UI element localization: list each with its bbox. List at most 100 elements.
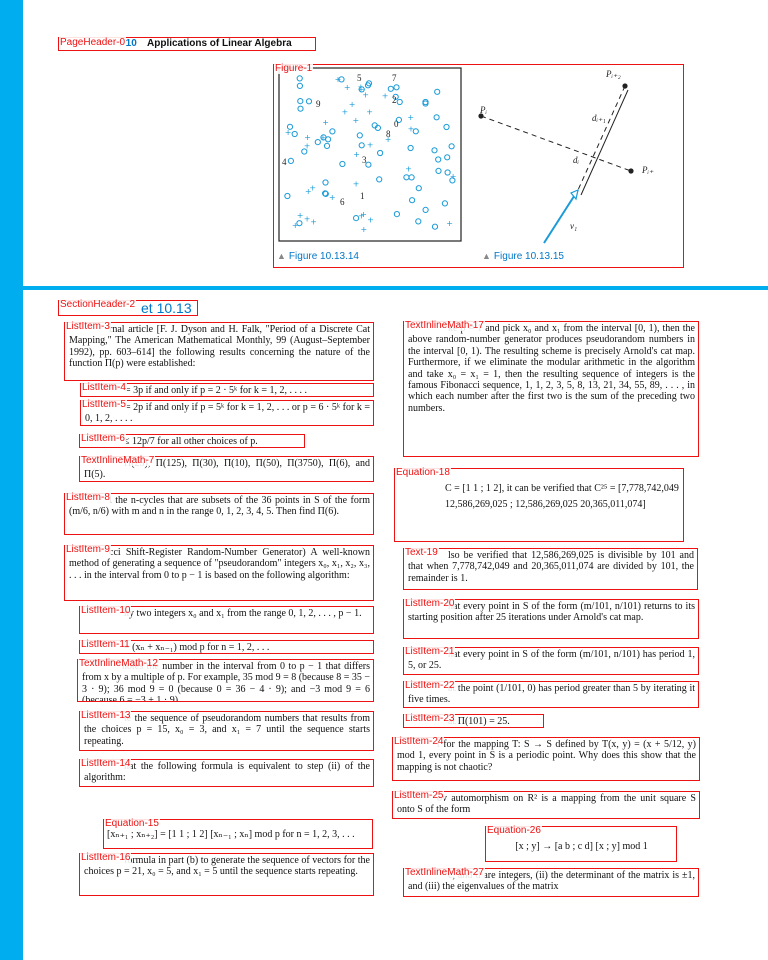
scatter-circle xyxy=(396,98,403,106)
block-tag: ListItem-9 xyxy=(65,544,111,555)
scatter-plus: + xyxy=(285,128,292,137)
scatter-circle xyxy=(387,85,394,92)
scatter-plus: + xyxy=(353,116,360,125)
scatter-circle xyxy=(435,167,442,175)
block-text: ≤ 12p/7 for all other choices of p. xyxy=(124,436,258,447)
block-tag: TextInlineMath-17 xyxy=(404,320,485,331)
fig-num: 8 xyxy=(386,129,391,139)
block-text: ny two integers x₀ and x₁ from the range… xyxy=(124,608,362,619)
list-item: ListItem-9 cci Shift-Register Random-Num… xyxy=(64,544,374,601)
vector-label: v₁ xyxy=(570,221,577,231)
list-item: ListItem-4 = 3p if and only if p = 2 · 5… xyxy=(80,382,374,397)
block-text: C = [1 1 ; 1 2], it can be verified that… xyxy=(445,483,679,510)
block-tag: ListItem-13 xyxy=(80,710,132,721)
scatter-circle xyxy=(448,143,455,150)
scatter-plus: + xyxy=(304,142,311,151)
scatter-circle xyxy=(297,98,304,105)
block-tag: Equation-15 xyxy=(104,818,160,829)
scatter-plus: + xyxy=(335,75,342,84)
block-text: l the n-cycles that are subsets of the 3… xyxy=(69,495,370,518)
scatter-circle xyxy=(339,160,346,168)
scatter-circle xyxy=(449,177,456,184)
section-header-tag: SectionHeader-2 xyxy=(59,299,137,310)
scatter-circle xyxy=(353,215,360,222)
block-tag: ListItem-14 xyxy=(80,758,132,769)
scatter-circle xyxy=(444,154,451,161)
chapter-number: r 10 xyxy=(119,38,137,49)
scatter-circle xyxy=(358,86,365,93)
section-divider xyxy=(23,286,768,290)
distance-label: dᵢ₊₁ xyxy=(592,113,606,123)
block-text: = 3p if and only if p = 2 · 5ᵏ for k = 1… xyxy=(125,385,307,396)
scatter-circle xyxy=(356,132,363,139)
scatter-circle xyxy=(322,179,329,186)
panel-numbers: 5 7 9 2 0 8 4 3 6 1 xyxy=(282,73,399,207)
block-tag: ListItem-5 xyxy=(81,399,127,410)
block-text: t for the mapping T: S → S defined by T(… xyxy=(397,739,696,773)
scatter-circle xyxy=(444,169,451,176)
figure-drawing: +++++++++++++++++++++ +++++++++ +++++ 5 7 … xyxy=(278,67,654,244)
scatter-circle xyxy=(431,223,439,230)
block-tag: Equation-26 xyxy=(486,825,542,836)
list-item: ListItem-3 rnal article [F. J. Dyson and… xyxy=(64,321,374,381)
scatter-plus: + xyxy=(329,193,336,202)
fig-num: 0 xyxy=(394,119,399,129)
block-tag: ListItem-21 xyxy=(404,646,456,657)
scatter-circle xyxy=(329,128,336,135)
scatter-circle xyxy=(365,161,372,168)
scatter-circle xyxy=(358,142,365,149)
scatter-circle xyxy=(371,122,378,129)
block-text: ov automorphism on R² is a mapping from … xyxy=(397,793,696,816)
page-margin-bar xyxy=(0,0,23,960)
scatter-circle xyxy=(407,144,414,152)
block-tag: ListItem-23 xyxy=(404,713,456,724)
block-tag: Text-19 xyxy=(404,547,439,558)
scatter-plus: + xyxy=(322,118,329,127)
block-tag: ListItem-24 xyxy=(393,736,445,747)
block-text: rnal article [F. J. Dyson and H. Falk, "… xyxy=(69,324,370,370)
block-text: te the sequence of pseudorandom numbers … xyxy=(84,713,370,747)
scatter-circle xyxy=(376,176,383,183)
page-header-tag: PageHeader-0 xyxy=(59,37,127,48)
fig-num: 9 xyxy=(316,99,321,109)
scatter-circle xyxy=(287,157,294,165)
scatter-plus: + xyxy=(297,211,304,220)
list-item: ListItem-5 = 2p if and only if p = 5ᵏ fo… xyxy=(80,399,374,426)
scatter-circle xyxy=(296,220,303,227)
scatter-plus: + xyxy=(385,135,392,144)
scatter-plus: + xyxy=(367,216,374,225)
distance-label: dᵢ xyxy=(573,155,580,165)
scatter-circle xyxy=(364,82,372,89)
scatter-plus: + xyxy=(309,184,316,193)
block-text: c, and d are integers, (ii) the determin… xyxy=(408,870,695,893)
block-tag: ListItem-20 xyxy=(404,598,456,609)
block-tag: ListItem-4 xyxy=(81,382,127,393)
scatter-circle xyxy=(431,147,438,154)
block-text: = (xₙ + xₙ₋₁) mod p for n = 1, 2, . . . xyxy=(124,642,270,653)
text-inline-math: TextInlineMath-17 ke p = 1 and pick x₀ a… xyxy=(403,320,699,457)
scatter-plus: + xyxy=(342,108,349,117)
block-tag: ListItem-16 xyxy=(80,852,132,863)
left-panel-frame xyxy=(278,67,462,242)
scatter-circle xyxy=(415,185,422,192)
scatter-plus: + xyxy=(353,150,360,159)
page-header: PageHeader-0 r 10 Applications of Linear… xyxy=(58,37,316,51)
scatter-circle xyxy=(296,82,303,89)
scatter-plus: + xyxy=(358,85,365,94)
caption-text: Figure 10.13.14 xyxy=(288,251,359,262)
fig-num: 1 xyxy=(360,191,365,201)
block-tag: TextInlineMath-12 xyxy=(78,658,159,669)
scatter-plus: + xyxy=(310,218,317,227)
block-text: lso be verified that 12,586,269,025 is d… xyxy=(408,550,694,584)
scatter-plus: + xyxy=(367,141,374,150)
section-title: et 10.13 xyxy=(141,300,192,316)
scatter-circle xyxy=(314,139,321,146)
figure: Figure-1 + + + + + + + + + + + + + + + + + + + + + + + + + + + + + + +… xyxy=(273,63,684,268)
scatter-plus: + xyxy=(358,212,365,221)
scatter-plus: + xyxy=(349,100,356,109)
block-text: at Π(101) = 25. xyxy=(448,716,510,727)
scatter-circle xyxy=(415,218,422,225)
scatter-plus: + xyxy=(382,92,389,101)
text: Text-19 lso be verified that 12,586,269,… xyxy=(403,547,698,590)
figure-tag: Figure-1 xyxy=(274,63,314,74)
